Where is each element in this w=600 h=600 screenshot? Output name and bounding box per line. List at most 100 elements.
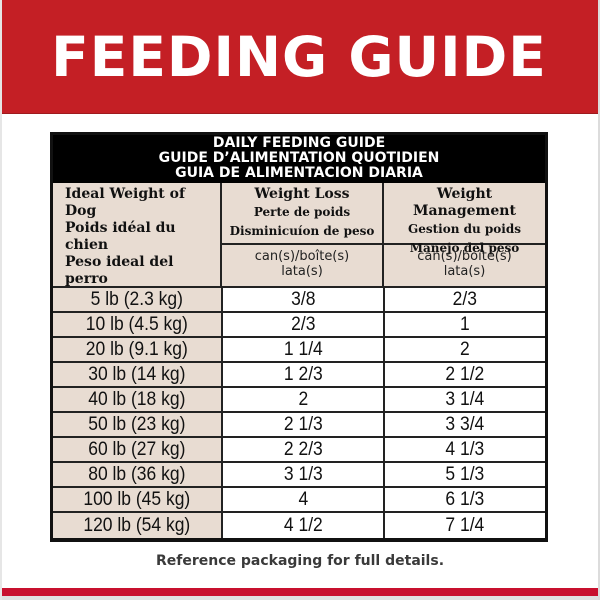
column-header-weight-management-en: Weight Management (413, 186, 516, 219)
column-header-weight-loss-en: Weight Loss (254, 186, 350, 202)
weight-cell: 50 lb (23 kg) (53, 413, 223, 436)
weight-cell: 80 lb (36 kg) (53, 463, 223, 486)
table-row: 100 lb (45 kg) 4 6 1/3 (53, 488, 545, 513)
weight-management-cell: 6 1/3 (385, 488, 545, 511)
table-row: 10 lb (4.5 kg) 2/3 1 (53, 313, 545, 338)
weight-loss-cell: 2 1/3 (222, 413, 386, 436)
weight-loss-cell: 2 2/3 (222, 438, 386, 461)
weight-loss-cell: 2 (222, 388, 386, 411)
weight-loss-cell: 1 1/4 (222, 338, 386, 361)
table-row: 50 lb (23 kg) 2 1/3 3 3/4 (53, 413, 545, 438)
weight-value: 60 lb (27 kg) (88, 438, 186, 460)
weight-loss-cell: 4 1/2 (222, 513, 386, 538)
weight-loss-value: 3 1/3 (283, 463, 323, 485)
weight-management-value: 6 1/3 (445, 488, 485, 510)
weight-value: 40 lb (18 kg) (88, 388, 186, 410)
weight-management-cell: 5 1/3 (385, 463, 545, 486)
unit-label-line: can(s)/boîte(s) (417, 249, 512, 264)
unit-label-weight-loss: can(s)/boîte(s) lata(s) (222, 245, 384, 286)
weight-management-value: 2/3 (452, 288, 478, 310)
column-header-weight: Ideal Weight of Dog Poids idéal du chien… (53, 183, 222, 287)
column-header-weight-management: Weight Management Gestion du poids Manej… (384, 183, 545, 255)
bottom-accent-bar (0, 588, 600, 596)
weight-cell: 120 lb (54 kg) (53, 513, 223, 538)
weight-loss-value: 2/3 (290, 313, 316, 335)
weight-management-cell: 1 (385, 313, 545, 336)
column-header-weight-management-fr: Gestion du poids (407, 222, 522, 236)
weight-management-cell: 2 1/2 (385, 363, 545, 386)
weight-management-cell: 2/3 (385, 288, 545, 311)
weight-cell: 5 lb (2.3 kg) (53, 288, 223, 311)
reference-note: Reference packaging for full details. (155, 553, 445, 569)
weight-management-cell: 2 (385, 338, 545, 361)
weight-cell: 30 lb (14 kg) (53, 363, 223, 386)
weight-management-value: 1 (460, 313, 471, 335)
table-row: 30 lb (14 kg) 1 2/3 2 1/2 (53, 363, 545, 388)
weight-management-value: 2 (460, 338, 471, 360)
weight-management-value: 4 1/3 (445, 438, 485, 460)
weight-loss-cell: 3/8 (222, 288, 386, 311)
weight-loss-cell: 2/3 (222, 313, 386, 336)
weight-loss-value: 2 (298, 388, 308, 410)
weight-management-cell: 7 1/4 (385, 513, 545, 538)
weight-loss-value: 2 1/3 (283, 413, 323, 435)
page-title: FEEDING GUIDE (51, 25, 547, 89)
unit-label-weight-management: can(s)/boîte(s) lata(s) (384, 245, 545, 286)
weight-loss-value: 1 2/3 (283, 363, 323, 385)
weight-cell: 20 lb (9.1 kg) (53, 338, 223, 361)
weight-loss-value: 4 (298, 488, 308, 510)
weight-loss-value: 3/8 (290, 288, 316, 310)
weight-management-cell: 4 1/3 (385, 438, 545, 461)
bottom-edge (0, 596, 600, 600)
weight-management-cell: 3 1/4 (385, 388, 545, 411)
weight-management-value: 7 1/4 (445, 514, 485, 536)
weight-management-cell: 3 3/4 (385, 413, 545, 436)
table-title-es: GUIA DE ALIMENTACION DIARIA (175, 165, 423, 181)
weight-management-value: 2 1/2 (445, 363, 485, 385)
weight-loss-cell: 4 (222, 488, 386, 511)
weight-value: 10 lb (4.5 kg) (85, 313, 188, 335)
weight-loss-value: 2 2/3 (283, 438, 323, 460)
weight-management-value: 5 1/3 (445, 463, 485, 485)
daily-feeding-table: DAILY FEEDING GUIDE GUIDE D’ALIMENTATION… (50, 132, 548, 542)
table-row: 5 lb (2.3 kg) 3/8 2/3 (53, 288, 545, 313)
column-header-weight-es: Peso ideal del perro (65, 254, 174, 287)
weight-loss-value: 4 1/2 (283, 514, 323, 536)
table-row: 40 lb (18 kg) 2 3 1/4 (53, 388, 545, 413)
weight-value: 5 lb (2.3 kg) (90, 288, 183, 310)
weight-cell: 40 lb (18 kg) (53, 388, 223, 411)
column-header-weight-loss-fr: Perte de poids (253, 205, 351, 219)
table-title-en: DAILY FEEDING GUIDE (212, 135, 386, 151)
weight-cell: 60 lb (27 kg) (53, 438, 223, 461)
table-row: 60 lb (27 kg) 2 2/3 4 1/3 (53, 438, 545, 463)
weight-loss-cell: 1 2/3 (222, 363, 386, 386)
table-title: DAILY FEEDING GUIDE GUIDE D’ALIMENTATION… (53, 135, 545, 183)
weight-value: 20 lb (9.1 kg) (85, 338, 188, 360)
column-header-weight-loss-es: Disminicuíon de peso (229, 224, 375, 238)
weight-cell: 100 lb (45 kg) (53, 488, 223, 511)
weight-value: 100 lb (45 kg) (83, 488, 191, 510)
weight-management-value: 3 3/4 (445, 413, 485, 435)
table-title-fr: GUIDE D’ALIMENTATION QUOTIDIEN (158, 150, 440, 166)
column-header-weight-management-es: Manejo del peso (409, 241, 520, 255)
weight-loss-value: 1 1/4 (283, 338, 323, 360)
unit-label-line: lata(s) (281, 264, 323, 279)
column-header-weight-loss: Weight Loss Perte de poids Disminicuíon … (222, 183, 384, 245)
feeding-guide-banner: FEEDING GUIDE (0, 0, 598, 114)
table-row: 20 lb (9.1 kg) 1 1/4 2 (53, 338, 545, 363)
weight-loss-cell: 3 1/3 (222, 463, 386, 486)
weight-value: 30 lb (14 kg) (88, 363, 186, 385)
weight-value: 80 lb (36 kg) (88, 463, 186, 485)
column-header-weight-fr: Poids idéal du chien (65, 220, 176, 253)
header-divider (53, 286, 545, 288)
weight-management-value: 3 1/4 (445, 388, 485, 410)
weight-value: 120 lb (54 kg) (83, 514, 191, 536)
table-header: Ideal Weight of Dog Poids idéal du chien… (53, 183, 545, 288)
column-header-weight-en: Ideal Weight of Dog (65, 186, 185, 219)
unit-label-line: can(s)/boîte(s) (254, 249, 350, 264)
table-row: 80 lb (36 kg) 3 1/3 5 1/3 (53, 463, 545, 488)
unit-label-line: lata(s) (443, 264, 486, 279)
weight-cell: 10 lb (4.5 kg) (53, 313, 223, 336)
table-body: 5 lb (2.3 kg) 3/8 2/3 10 lb (4.5 kg) 2/3… (53, 288, 545, 538)
table-row: 120 lb (54 kg) 4 1/2 7 1/4 (53, 513, 545, 538)
